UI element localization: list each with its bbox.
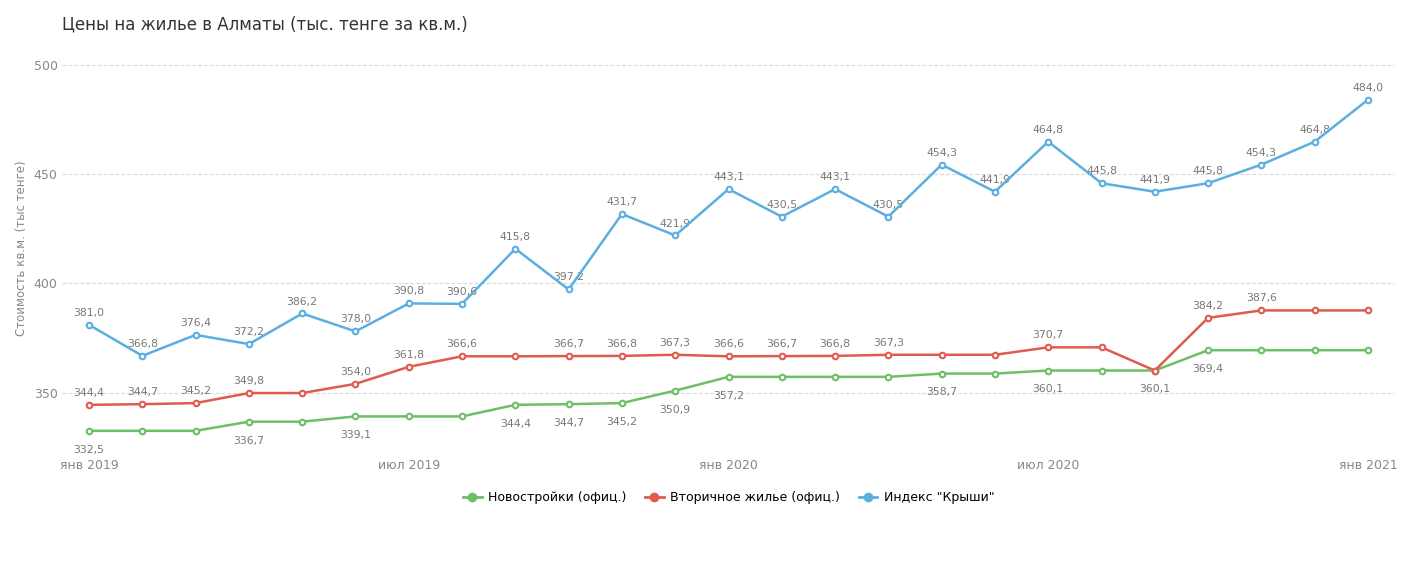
Text: 354,0: 354,0 [340, 367, 371, 377]
Text: 454,3: 454,3 [927, 148, 956, 158]
Text: 381,0: 381,0 [74, 308, 105, 318]
Text: 360,1: 360,1 [1139, 384, 1170, 394]
Text: 349,8: 349,8 [234, 376, 265, 386]
Text: 344,7: 344,7 [128, 387, 157, 397]
Text: 390,8: 390,8 [394, 287, 424, 296]
Text: 345,2: 345,2 [606, 417, 638, 427]
Text: 445,8: 445,8 [1085, 166, 1117, 176]
Text: 454,3: 454,3 [1246, 148, 1277, 158]
Text: 366,7: 366,7 [767, 339, 798, 349]
Text: 366,6: 366,6 [446, 339, 478, 350]
Text: 445,8: 445,8 [1193, 166, 1224, 176]
Text: 421,9: 421,9 [660, 218, 690, 228]
Text: 430,5: 430,5 [873, 200, 904, 210]
Text: 397,2: 397,2 [553, 273, 584, 283]
Text: 339,1: 339,1 [340, 430, 371, 440]
Text: 344,4: 344,4 [500, 419, 531, 429]
Text: 336,7: 336,7 [234, 435, 265, 445]
Text: 367,3: 367,3 [660, 338, 690, 348]
Text: 386,2: 386,2 [286, 297, 317, 306]
Text: 366,6: 366,6 [713, 339, 744, 350]
Legend: Новостройки (офиц.), Вторичное жилье (офиц.), Индекс "Крыши": Новостройки (офиц.), Вторичное жилье (оф… [458, 486, 999, 509]
Y-axis label: Стоимость кв.м. (тыс тенге): Стоимость кв.м. (тыс тенге) [16, 160, 28, 336]
Text: 332,5: 332,5 [74, 445, 105, 455]
Text: 370,7: 370,7 [1033, 330, 1064, 341]
Text: 441,9: 441,9 [1139, 175, 1170, 185]
Text: 344,4: 344,4 [74, 388, 105, 398]
Text: 378,0: 378,0 [340, 315, 371, 324]
Text: 372,2: 372,2 [234, 327, 265, 337]
Text: 345,2: 345,2 [180, 386, 211, 396]
Text: 357,2: 357,2 [713, 391, 744, 401]
Text: 366,8: 366,8 [606, 339, 638, 349]
Text: 431,7: 431,7 [606, 197, 638, 207]
Text: 369,4: 369,4 [1193, 364, 1224, 374]
Text: 441,9: 441,9 [979, 175, 1010, 185]
Text: 366,8: 366,8 [819, 339, 850, 349]
Text: 344,7: 344,7 [553, 418, 584, 428]
Text: 443,1: 443,1 [713, 172, 744, 182]
Text: 360,1: 360,1 [1033, 384, 1064, 394]
Text: 430,5: 430,5 [767, 200, 798, 210]
Text: 443,1: 443,1 [819, 172, 850, 182]
Text: 358,7: 358,7 [927, 388, 956, 398]
Text: 464,8: 464,8 [1299, 125, 1331, 135]
Text: 384,2: 384,2 [1193, 301, 1224, 311]
Text: Цены на жилье в Алматы (тыс. тенге за кв.м.): Цены на жилье в Алматы (тыс. тенге за кв… [62, 15, 468, 33]
Text: 415,8: 415,8 [500, 232, 531, 242]
Text: 361,8: 361,8 [394, 350, 424, 360]
Text: 367,3: 367,3 [873, 338, 904, 348]
Text: 366,7: 366,7 [553, 339, 584, 349]
Text: 484,0: 484,0 [1352, 83, 1383, 93]
Text: 387,6: 387,6 [1246, 293, 1277, 304]
Text: 376,4: 376,4 [180, 318, 211, 328]
Text: 464,8: 464,8 [1033, 125, 1064, 135]
Text: 350,9: 350,9 [660, 404, 690, 415]
Text: 366,8: 366,8 [128, 339, 157, 349]
Text: 390,6: 390,6 [446, 287, 478, 297]
